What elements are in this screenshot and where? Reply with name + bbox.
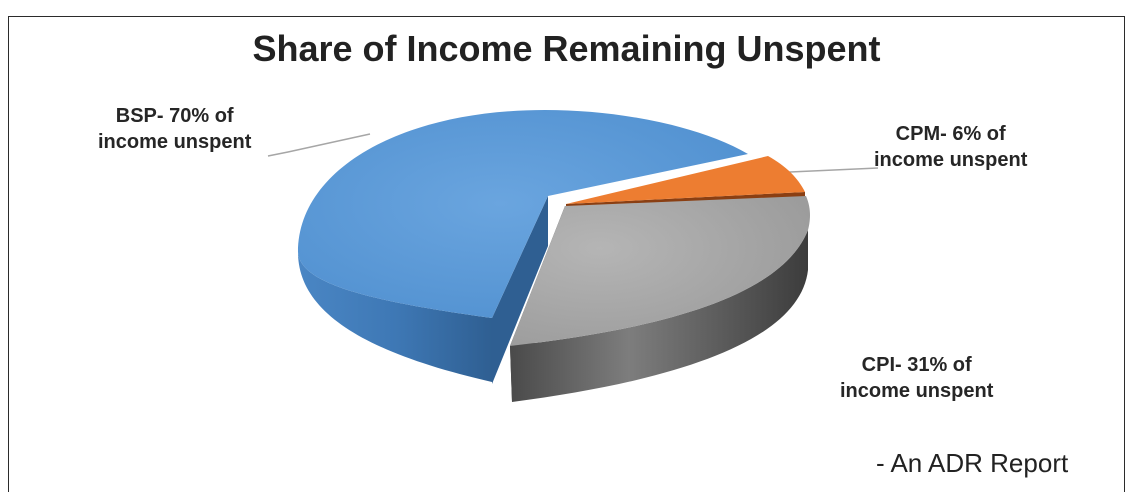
slice-bsp xyxy=(298,110,748,384)
slice-cpm-top xyxy=(566,156,805,204)
slice-bsp-inner-wall xyxy=(492,196,548,384)
data-label-bsp: BSP- 70% of income unspent xyxy=(98,103,251,155)
data-label-cpi-line1: CPI- 31% of xyxy=(861,354,972,376)
data-label-cpi-line2: income unspent xyxy=(840,380,994,402)
data-label-cpm-line2: income unspent xyxy=(874,149,1028,171)
slice-cpi-top xyxy=(510,196,810,346)
data-label-cpm-line1: CPM- 6% of xyxy=(895,123,1006,145)
data-label-bsp-line2: income unspent xyxy=(98,131,252,153)
slice-bsp-side xyxy=(298,252,492,382)
data-label-bsp-line1: BSP- 70% of xyxy=(115,105,234,127)
data-label-cpi: CPI- 31% of income unspent xyxy=(840,352,993,404)
slice-cpi xyxy=(510,196,810,402)
bsp-leader-line xyxy=(267,133,371,157)
slice-cpi-side xyxy=(510,230,808,402)
chart-title: Share of Income Remaining Unspent xyxy=(252,28,881,69)
source-note: - An ADR Report xyxy=(876,448,1069,478)
data-label-cpm: CPM- 6% of income unspent xyxy=(874,121,1027,173)
slice-bsp-top xyxy=(298,110,748,318)
